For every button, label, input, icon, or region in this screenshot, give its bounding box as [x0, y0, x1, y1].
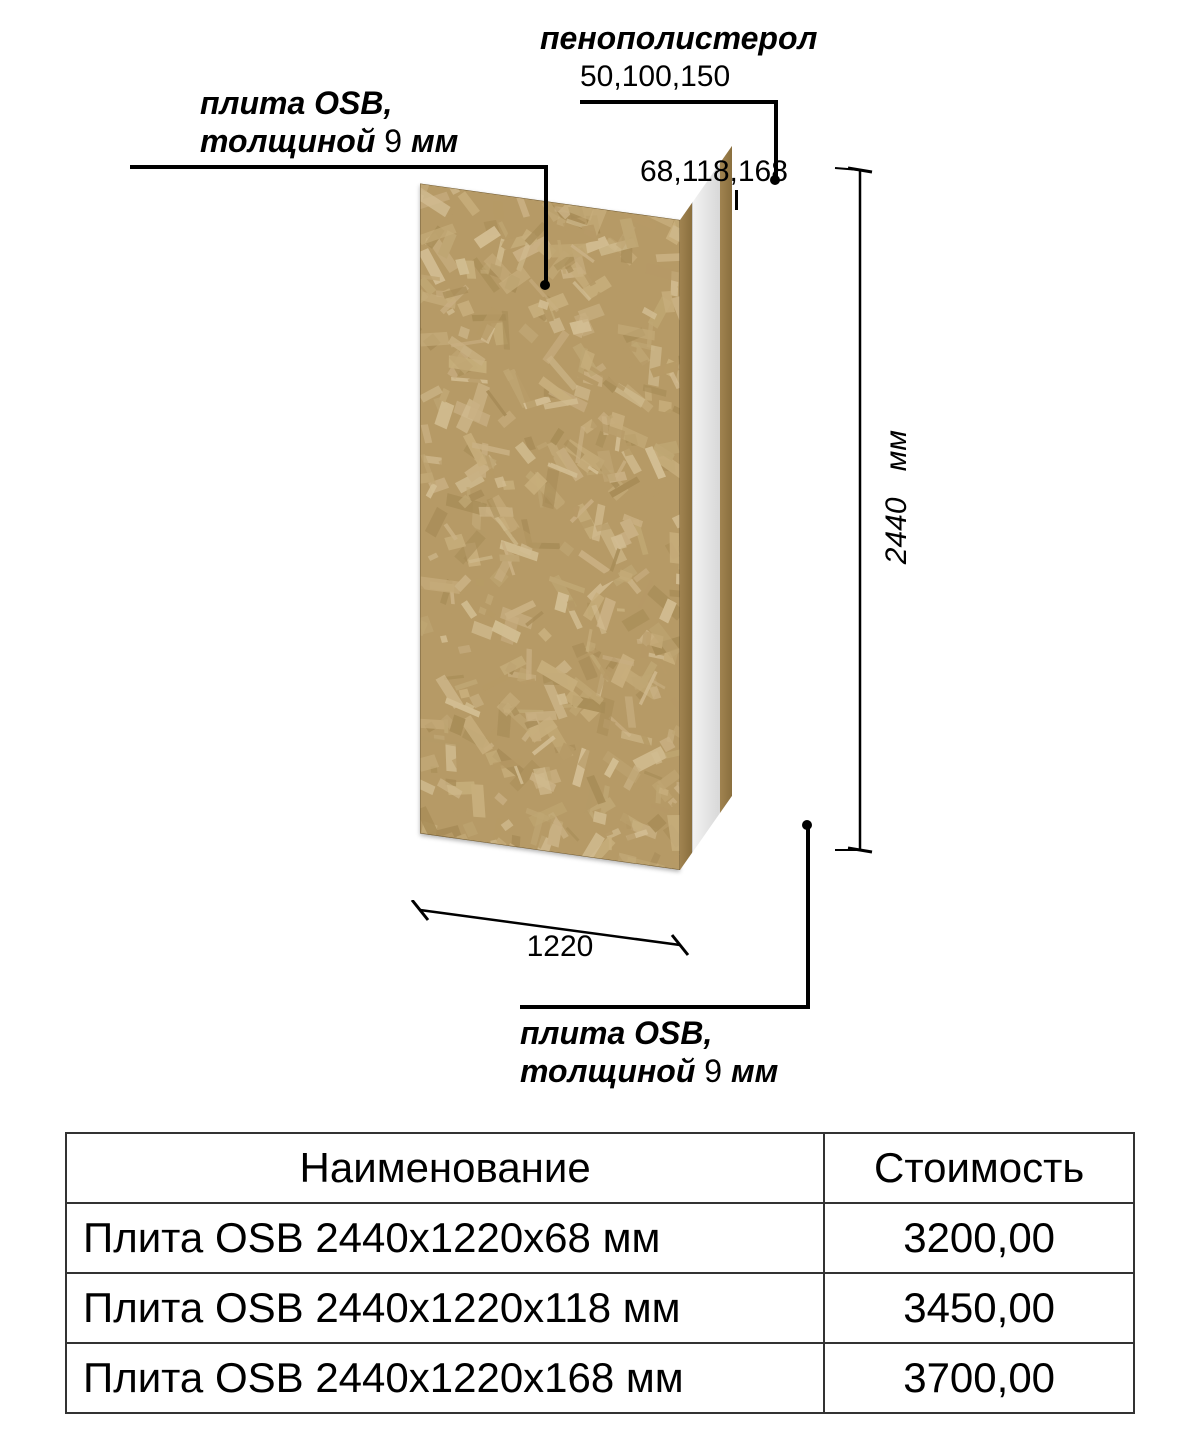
osb-left-leader-dot — [540, 280, 550, 290]
cell-name: Плита OSB 2440х1220х68 мм — [66, 1203, 824, 1273]
cell-name: Плита OSB 2440х1220х168 мм — [66, 1343, 824, 1413]
osb-bottom-line2: толщиной 9 мм — [520, 1053, 778, 1090]
foam-title-label: пенополистерол — [540, 20, 817, 57]
osb-right-edge — [680, 203, 692, 870]
osb-left-unit: мм — [411, 123, 458, 159]
table-header-row: Наименование Стоимость — [66, 1133, 1134, 1203]
osb-left-line2: толщиной 9 мм — [200, 123, 458, 160]
foam-core-edge — [692, 163, 720, 853]
sip-panel-diagram: пенополистерол 50,100,150 плита OSB, тол… — [0, 0, 1200, 1130]
osb-left-leader-v — [544, 165, 548, 285]
col-cost-header: Стоимость — [824, 1133, 1134, 1203]
osb-left-prefix: толщиной — [200, 123, 375, 159]
height-unit: мм — [880, 430, 914, 471]
height-value: 2440 — [880, 497, 913, 564]
cell-name: Плита OSB 2440х1220х118 мм — [66, 1273, 824, 1343]
width-dimension-text: 1220 — [500, 930, 620, 964]
cell-cost: 3200,00 — [824, 1203, 1134, 1273]
osb-left-thickness: 9 — [384, 123, 402, 159]
osb-bottom-leader-v — [806, 825, 810, 1009]
osb-bottom-unit: мм — [731, 1053, 778, 1089]
table-row: Плита OSB 2440х1220х118 мм 3450,00 — [66, 1273, 1134, 1343]
cell-cost: 3700,00 — [824, 1343, 1134, 1413]
osb-left-leader-h — [130, 165, 548, 169]
total-thick-leader-v — [735, 190, 738, 210]
osb-front-face — [420, 183, 680, 870]
osb-left-line1: плита OSB, — [200, 85, 392, 122]
foam-leader-h — [580, 100, 778, 104]
table-row: Плита OSB 2440х1220х168 мм 3700,00 — [66, 1343, 1134, 1413]
osb-bottom-thickness: 9 — [704, 1053, 722, 1089]
osb-bottom-prefix: толщиной — [520, 1053, 695, 1089]
osb-back-edge — [720, 146, 732, 813]
total-thickness-label: 68,118,168 — [640, 155, 788, 189]
osb-bottom-line1: плита OSB, — [520, 1015, 712, 1052]
osb-bottom-leader-dot — [802, 820, 812, 830]
price-table: Наименование Стоимость Плита OSB 2440х12… — [65, 1132, 1135, 1414]
foam-thickness-label: 50,100,150 — [580, 60, 730, 94]
height-dimension-text: 2440 мм — [880, 430, 914, 564]
col-name-header: Наименование — [66, 1133, 824, 1203]
cell-cost: 3450,00 — [824, 1273, 1134, 1343]
osb-bottom-leader-h — [520, 1005, 810, 1009]
table-row: Плита OSB 2440х1220х68 мм 3200,00 — [66, 1203, 1134, 1273]
